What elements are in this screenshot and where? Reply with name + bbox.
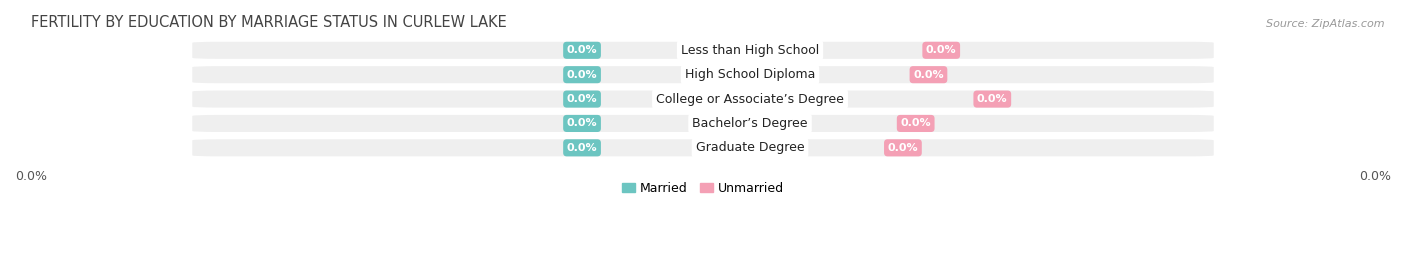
Text: 0.0%: 0.0% <box>567 45 598 55</box>
Text: FERTILITY BY EDUCATION BY MARRIAGE STATUS IN CURLEW LAKE: FERTILITY BY EDUCATION BY MARRIAGE STATU… <box>31 15 506 30</box>
Text: 0.0%: 0.0% <box>912 70 943 80</box>
Text: High School Diploma: High School Diploma <box>685 68 815 81</box>
FancyBboxPatch shape <box>193 42 1213 59</box>
Text: Less than High School: Less than High School <box>681 44 820 57</box>
Text: 0.0%: 0.0% <box>927 45 956 55</box>
Text: Bachelor’s Degree: Bachelor’s Degree <box>692 117 808 130</box>
FancyBboxPatch shape <box>193 66 1213 83</box>
FancyBboxPatch shape <box>193 115 1213 132</box>
Text: 0.0%: 0.0% <box>900 118 931 129</box>
Text: 0.0%: 0.0% <box>567 94 598 104</box>
Text: Graduate Degree: Graduate Degree <box>696 141 804 154</box>
FancyBboxPatch shape <box>193 139 1213 156</box>
Text: College or Associate’s Degree: College or Associate’s Degree <box>657 93 844 105</box>
Legend: Married, Unmarried: Married, Unmarried <box>617 177 789 200</box>
Text: 0.0%: 0.0% <box>567 143 598 153</box>
FancyBboxPatch shape <box>193 91 1213 108</box>
Text: 0.0%: 0.0% <box>887 143 918 153</box>
Text: 0.0%: 0.0% <box>567 70 598 80</box>
Text: Source: ZipAtlas.com: Source: ZipAtlas.com <box>1267 19 1385 29</box>
Text: 0.0%: 0.0% <box>567 118 598 129</box>
Text: 0.0%: 0.0% <box>977 94 1008 104</box>
